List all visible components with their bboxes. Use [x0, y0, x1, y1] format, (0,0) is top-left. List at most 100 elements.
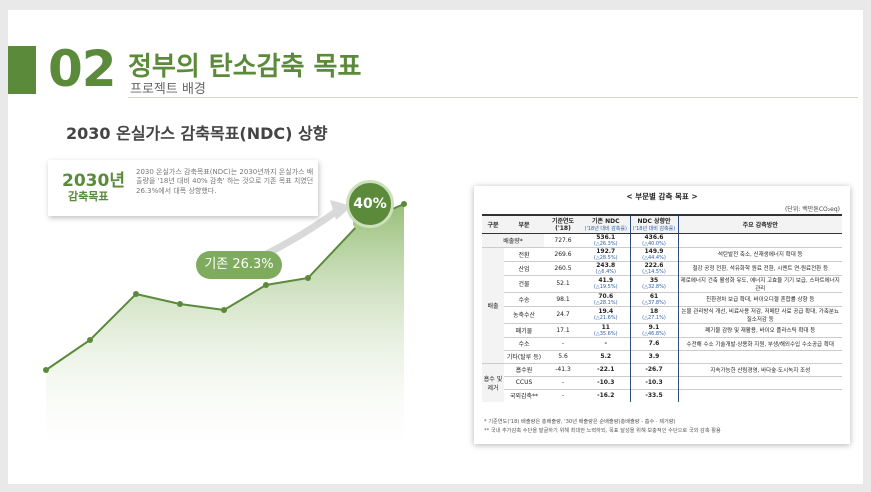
table-cell: 19.4 (△21.6%): [582, 305, 630, 323]
table-cell: 11 (△35.6%): [582, 322, 630, 337]
table-cell: -16.2: [582, 388, 630, 402]
reduction-table-panel: < 부문별 감축 목표 > (단위: 백만톤CO₂eq) 구분 부문 기준연도('1…: [474, 186, 850, 444]
table-cell: 9.1 (△46.8%): [629, 322, 679, 337]
table-cell: 배출량*: [482, 232, 544, 247]
table-cell: -: [544, 336, 582, 350]
table-cell: 70.6 (△28.1%): [582, 291, 630, 306]
table-cell: 제로에너지 건축 활성화 유도, 에너지 고효율 기기 보급, 스마트에너지 관…: [678, 274, 842, 292]
table-row: 기타(탈루 등) 5.6 5.2 3.9: [482, 349, 842, 363]
section-heading: 2030 온실가스 감축목표(NDC) 상향: [66, 124, 328, 143]
divider: [128, 97, 858, 98]
table-row: 건물 52.1 41.9 (△19.5%) 35 (△32.8%) 제로에너지 건축 활성화…: [482, 274, 842, 292]
existing-pill: 기존 26.3%: [196, 251, 282, 279]
table-cell: 41.9 (△19.5%): [582, 274, 630, 292]
slide-title: 정부의 탄소감축 목표: [128, 52, 362, 82]
table-cell: 석탄발전 축소, 신재생에너지 확대 등: [678, 246, 842, 261]
table-cell: 5.6: [544, 349, 582, 363]
table-row: 배출량* 727.6 536.1 (△26.3%) 436.6 (△40.0%): [482, 232, 842, 247]
table-row: CCUS - -10.3 -10.3: [482, 375, 842, 389]
table-cell: 536.1 (△26.3%): [582, 232, 630, 247]
table-cell: 149.9 (△44.4%): [629, 246, 679, 261]
table-cell: 국외감축**: [504, 388, 544, 402]
table-cell: 243.8 (△6.4%): [582, 260, 630, 275]
table-cell: 논물 관리방식 개선, 비료사용 저감, 저메탄 사료 공급 확대, 가축분뇨 …: [678, 305, 842, 323]
table-cell: 친환경차 보급 확대, 바이오디젤 혼합률 상향 등: [678, 291, 842, 306]
table-header: 주요 감축방안: [678, 214, 842, 234]
table-cell: 수소: [504, 336, 544, 350]
trend-point: [221, 307, 227, 313]
slide-subtitle: 프로젝트 배경: [130, 82, 206, 97]
table-header: 기존 NDC ('18년 대비 감축률): [582, 214, 630, 234]
trend-point: [133, 291, 139, 297]
table-cell: 수송: [504, 291, 544, 306]
trend-point: [401, 201, 407, 207]
table-cell: -10.3: [629, 375, 679, 389]
trend-point: [263, 282, 269, 288]
trend-point: [43, 367, 49, 373]
table-cell: -22.1: [582, 362, 630, 376]
table-cell: 24.7: [544, 305, 582, 323]
table-header: NDC 상향안 ('18년 대비 감축률): [629, 214, 679, 234]
table-cell: 222.6 (△14.5%): [629, 260, 679, 275]
table-cell: 기타(탈루 등): [504, 349, 544, 363]
table-cell: 배출: [482, 246, 504, 363]
trend-area: [46, 204, 404, 450]
table-cell: 260.5: [544, 260, 582, 275]
table-cell: -: [544, 388, 582, 402]
table-cell: 35 (△32.8%): [629, 274, 679, 292]
table-cell: 폐기물 감량 및 재활용, 바이오 플라스틱 확대 등: [678, 322, 842, 337]
table-cell: -41.3: [544, 362, 582, 376]
table-cell: 지속가능한 산림경영, 바다숲·도시녹지 조성: [678, 362, 842, 376]
accent-bar: [8, 46, 36, 94]
table-cell: 269.6: [544, 246, 582, 261]
callout-description: 2030 온실가스 감축목표(NDC)는 2030년까지 온실가스 배출량을 '…: [136, 168, 314, 195]
trend-point: [305, 275, 311, 281]
table-cell: [678, 375, 842, 389]
table-row: 흡수 및 제거 흡수원 -41.3 -22.1 -26.7 지속가능한 산림경영, 바다숲…: [482, 362, 842, 402]
table-header: 기준연도('18): [544, 214, 582, 234]
table-cell: 192.7 (△28.5%): [582, 246, 630, 261]
trend-point: [87, 337, 93, 343]
table-cell: 3.9: [629, 349, 679, 363]
table-row: 배출 전환 269.6 192.7 (△28.5%) 149.9 (△44.4%) 석탄발전 …: [482, 246, 842, 363]
table-cell: 흡수원: [504, 362, 544, 376]
table-cell: 흡수 및 제거: [482, 362, 504, 402]
table-cell: 산업: [504, 260, 544, 275]
table-cell: 52.1: [544, 274, 582, 292]
table-row: 산업 260.5 243.8 (△6.4%) 222.6 (△14.5%) 철강 공정 전환…: [482, 260, 842, 275]
table-unit: (단위: 백만톤CO₂eq): [784, 206, 840, 213]
reduction-table: 구분 부문 기준연도('18) 기존 NDC ('18년 대비 감축률) NDC 상향안(…: [482, 214, 842, 402]
trend-point: [177, 301, 183, 307]
callout-label: 감축목표: [68, 190, 109, 203]
table-row: 폐기물 17.1 11 (△35.6%) 9.1 (△46.8%) 폐기물 감량 및 재활용…: [482, 322, 842, 337]
callout-year: 2030년: [62, 171, 125, 191]
table-cell: -: [544, 375, 582, 389]
table-cell: 폐기물: [504, 322, 544, 337]
footnote-1: * 기준연도('18) 배출량은 총배출량, '30년 배출량은 순배출량(총배…: [484, 419, 676, 425]
table-header: 부문: [504, 214, 544, 234]
table-cell: 727.6: [544, 232, 582, 247]
table-row: 국외감축** - -16.2 -33.5: [482, 388, 842, 402]
target-callout: 2030년 감축목표 2030 온실가스 감축목표(NDC)는 2030년까지 …: [48, 160, 318, 216]
table-cell: 5.2: [582, 349, 630, 363]
table-cell: [678, 232, 842, 247]
target-bubble: 40%: [346, 180, 394, 228]
table-cell: 98.1: [544, 291, 582, 306]
table-cell: [678, 388, 842, 402]
table-row: 농축수산 24.7 19.4 (△21.6%) 18 (△27.1%) 논물 관리방식 개선…: [482, 305, 842, 323]
table-cell: 수전해 수소 기술개발·상용화 지원, 부생/해외수입 수소공급 확대: [678, 336, 842, 350]
table-cell: 건물: [504, 274, 544, 292]
table-cell: -26.7: [629, 362, 679, 376]
table-cell: 농축수산: [504, 305, 544, 323]
table-cell: 7.6: [629, 336, 679, 350]
table-cell: -33.5: [629, 388, 679, 402]
table-row: 수송 98.1 70.6 (△28.1%) 61 (△37.8%) 친환경차 보급 확대, …: [482, 291, 842, 306]
table-cell: 18 (△27.1%): [629, 305, 679, 323]
table-cell: -10.3: [582, 375, 630, 389]
table-cell: 17.1: [544, 322, 582, 337]
table-cell: 61 (△37.8%): [629, 291, 679, 306]
slide: 02 정부의 탄소감축 목표 프로젝트 배경 2030 온실가스 감축목표(ND…: [8, 10, 863, 484]
table-header: 구분: [482, 214, 504, 234]
table-row: 수소 - -7.6 수전해 수소 기술개발·상용화 지원, 부생/해외수입 수소공급 …: [482, 336, 842, 350]
